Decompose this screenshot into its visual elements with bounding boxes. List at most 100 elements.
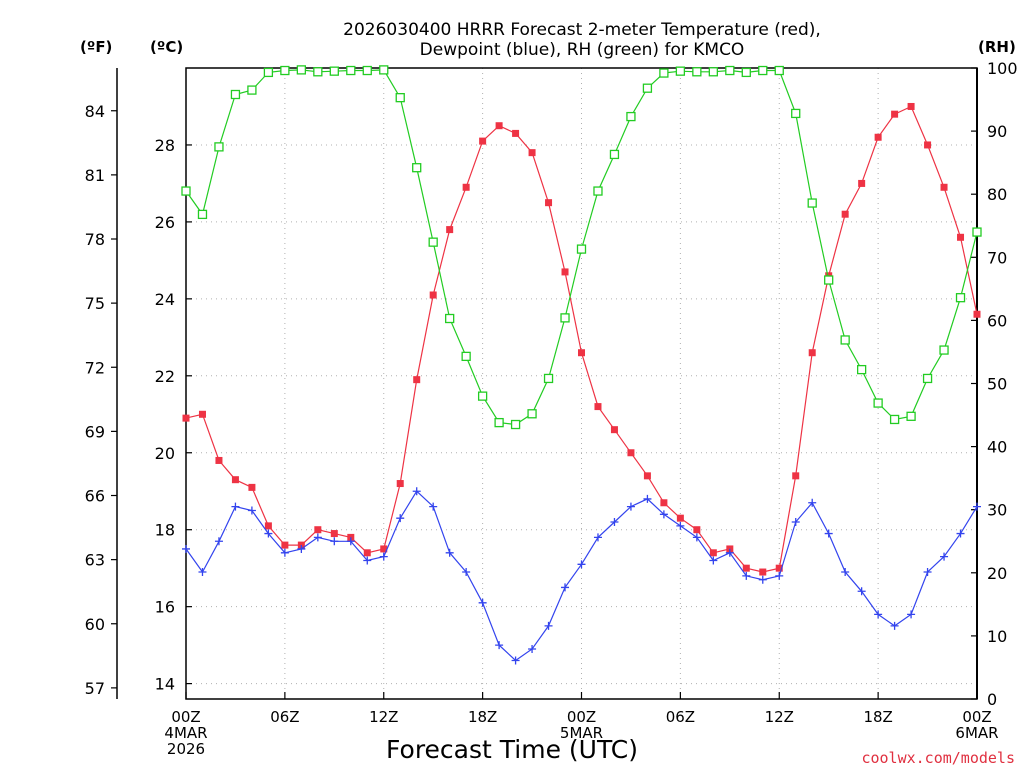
dewpoint-point bbox=[659, 510, 668, 519]
temperature-point bbox=[924, 141, 932, 149]
dewpoint-point bbox=[247, 506, 256, 515]
tick-labels: 57 60 63 66 69 72 75 78 81 84 14 16 18 20 22 24 26 28 0 10 2… bbox=[85, 59, 1018, 758]
rh-point bbox=[543, 373, 554, 384]
celsius-tick-label: 16 bbox=[155, 598, 175, 617]
dewpoint-point bbox=[940, 552, 949, 561]
fahrenheit-tick-label: 81 bbox=[85, 166, 105, 185]
temperature-point bbox=[891, 110, 899, 118]
fahrenheit-tick-label: 66 bbox=[85, 487, 105, 506]
temperature-point bbox=[792, 472, 800, 480]
rh-point bbox=[527, 409, 537, 419]
temperature-point bbox=[578, 349, 585, 357]
dewpoint-point bbox=[593, 533, 602, 542]
rh-point bbox=[510, 419, 521, 430]
rh-point bbox=[576, 244, 587, 254]
dewpoint-point bbox=[363, 556, 372, 565]
celsius-tick-label: 24 bbox=[155, 290, 175, 309]
rh-point bbox=[659, 68, 669, 78]
dewpoint-point bbox=[544, 621, 553, 630]
dewpoint-point bbox=[330, 537, 339, 546]
dewpoint-point bbox=[775, 571, 784, 580]
celsius-tick-label: 26 bbox=[155, 213, 175, 232]
dewpoint-point bbox=[280, 548, 289, 557]
rh-axis-label: (RH) bbox=[978, 38, 1016, 56]
temperature-point bbox=[479, 137, 487, 145]
fahrenheit-tick-label: 60 bbox=[85, 615, 105, 634]
temperature-point bbox=[512, 129, 520, 137]
temperature-line bbox=[185, 105, 978, 573]
x-tick-label: 00Z bbox=[962, 708, 991, 726]
rh-point bbox=[708, 67, 718, 77]
rh-tick-label: 60 bbox=[987, 311, 1007, 330]
dewpoint-point bbox=[758, 575, 767, 584]
dewpoint-point bbox=[297, 544, 306, 553]
rh-point bbox=[626, 111, 636, 122]
rh-point bbox=[758, 65, 768, 76]
celsius-tick-label: 18 bbox=[155, 521, 175, 540]
dewpoint-point bbox=[973, 502, 981, 511]
fahrenheit-tick-label: 57 bbox=[85, 679, 105, 698]
dewpoint-point bbox=[231, 502, 240, 511]
dewpoint-point bbox=[412, 487, 421, 496]
temperature-point bbox=[413, 376, 421, 384]
rh-tick-label: 80 bbox=[987, 185, 1007, 204]
rh-tick-label: 30 bbox=[987, 501, 1007, 520]
rh-tick-label: 90 bbox=[987, 122, 1007, 141]
dewpoint-point bbox=[528, 644, 537, 653]
temperature-point bbox=[742, 564, 750, 572]
dewpoint-point bbox=[692, 533, 701, 542]
dewpoint-point bbox=[709, 556, 718, 565]
temperature-point bbox=[907, 102, 915, 110]
rh-point bbox=[725, 65, 735, 76]
rh-point bbox=[774, 65, 784, 76]
rh-point bbox=[362, 65, 372, 76]
dewpoint-point bbox=[841, 568, 850, 577]
celsius-tick-label: 22 bbox=[155, 367, 175, 386]
fahrenheit-tick-label: 72 bbox=[85, 358, 105, 377]
temperature-point bbox=[940, 183, 948, 191]
x-tick-label: 06Z bbox=[270, 708, 299, 726]
dewpoint-point bbox=[445, 548, 454, 557]
x-tick-label: 4MAR bbox=[164, 724, 207, 742]
temperature-point bbox=[248, 483, 256, 491]
rh-point bbox=[428, 237, 438, 247]
rh-point bbox=[263, 67, 274, 78]
dewpoint-point bbox=[198, 568, 207, 577]
plot-series bbox=[181, 65, 982, 665]
rh-point bbox=[807, 198, 817, 208]
temperature-point bbox=[231, 476, 239, 484]
rh-point bbox=[791, 108, 801, 119]
rh-point bbox=[856, 364, 867, 375]
rh-point bbox=[889, 414, 900, 425]
celsius-tick-label: 14 bbox=[155, 675, 175, 694]
rh-point bbox=[313, 67, 323, 77]
rh-point bbox=[346, 65, 356, 76]
temperature-point bbox=[281, 541, 289, 549]
temperature-point bbox=[841, 210, 849, 218]
dewpoint-point bbox=[808, 498, 817, 507]
temperature-point bbox=[874, 133, 882, 141]
temperature-point bbox=[594, 403, 602, 411]
x-tick-label: 06Z bbox=[666, 708, 695, 726]
dewpoint-point bbox=[725, 548, 734, 557]
dewpoint-point bbox=[561, 583, 570, 592]
dewpoint-point bbox=[907, 610, 916, 619]
temperature-point bbox=[314, 526, 322, 534]
fahrenheit-tick-label: 75 bbox=[85, 294, 105, 313]
gridlines bbox=[186, 68, 977, 699]
dewpoint-point bbox=[890, 621, 899, 630]
rh-point bbox=[692, 67, 702, 77]
temperature-point bbox=[693, 526, 701, 534]
dewpoint-point bbox=[182, 544, 190, 553]
x-tick-label: 2026 bbox=[167, 740, 205, 758]
fahrenheit-tick-label: 84 bbox=[85, 102, 105, 121]
dewpoint-point bbox=[643, 494, 652, 503]
dewpoint-point bbox=[791, 518, 800, 527]
rh-point bbox=[214, 142, 224, 152]
temperature-point bbox=[808, 349, 816, 357]
dewpoint-point bbox=[923, 568, 932, 577]
credit-text: coolwx.com/models bbox=[861, 749, 1015, 767]
x-tick-label: 12Z bbox=[369, 708, 398, 726]
dewpoint-point bbox=[214, 537, 223, 546]
rh-point bbox=[494, 417, 504, 428]
